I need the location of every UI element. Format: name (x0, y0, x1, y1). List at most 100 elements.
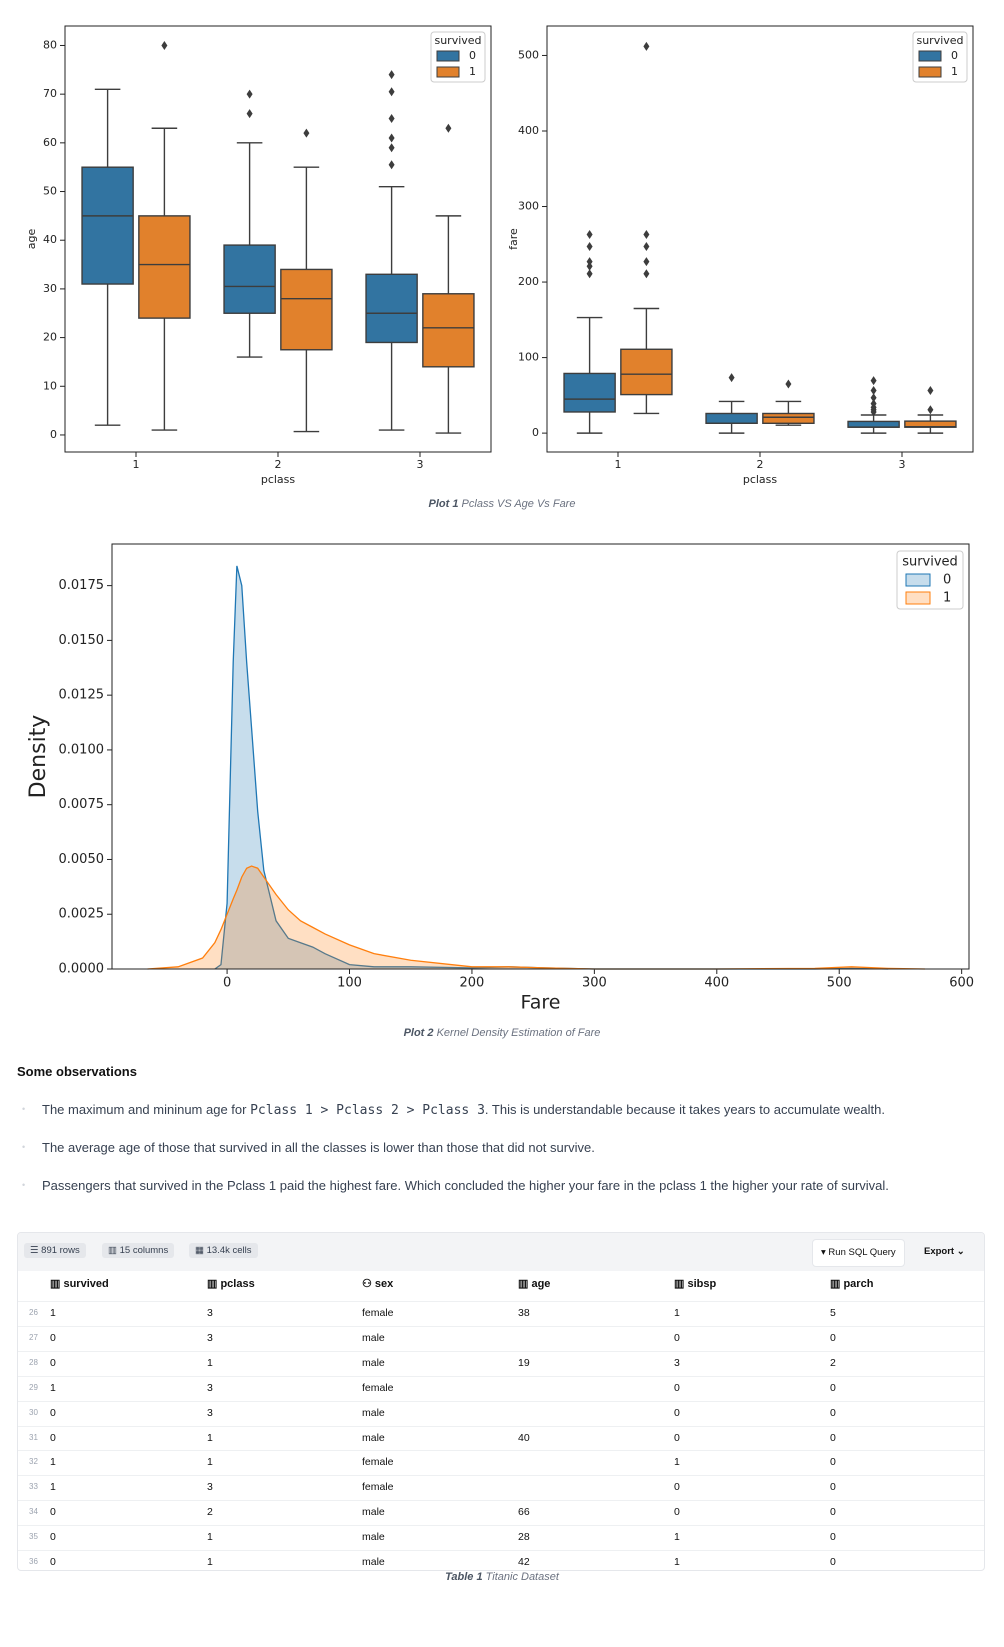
y-tick-label: 0.0025 (59, 907, 105, 922)
legend-label: 0 (469, 49, 476, 62)
cells-count: 13.4k cells (206, 1245, 252, 1256)
row-index: 30 (29, 1407, 38, 1417)
cell: 66 (518, 1506, 530, 1519)
row-index: 36 (29, 1557, 38, 1566)
legend-swatch (436, 50, 460, 62)
legend-label: 0 (943, 573, 951, 588)
cell: 0 (830, 1481, 836, 1494)
cell: 0 (830, 1381, 836, 1394)
outlier (870, 376, 877, 386)
x-axis-label: Fare (521, 992, 561, 1014)
cell: 1 (207, 1531, 213, 1544)
label: Export (924, 1246, 955, 1257)
column-header: ⚇ sex (362, 1278, 394, 1290)
outlier (586, 261, 593, 271)
box (620, 348, 673, 396)
cell: 0 (830, 1431, 836, 1444)
text: The average age of those that survived i… (42, 1140, 595, 1155)
density-area (147, 866, 925, 969)
cell: female (362, 1456, 394, 1469)
cell: 0 (830, 1406, 836, 1419)
cell: 0 (674, 1481, 680, 1494)
cell: 3 (207, 1481, 213, 1494)
cell: 1 (674, 1456, 680, 1469)
cell: 1 (674, 1531, 680, 1544)
box (81, 166, 134, 285)
x-tick-label: 400 (704, 976, 729, 991)
box (138, 215, 191, 319)
row-divider (18, 1375, 984, 1377)
rows-chip: ☰ 891 rows (24, 1243, 86, 1258)
legend-title: survived (434, 34, 481, 47)
text: Passengers that survived in the Pclass 1… (42, 1178, 889, 1193)
box (422, 293, 475, 368)
outlier (586, 269, 593, 279)
y-tick-label: 0.0050 (59, 852, 105, 867)
cell: 0 (50, 1406, 56, 1419)
x-tick-label: 500 (827, 976, 852, 991)
density-area (214, 565, 889, 969)
caption-text: Titanic Dataset (485, 1571, 559, 1583)
cell: 0 (50, 1331, 56, 1344)
cell: 1 (207, 1356, 213, 1369)
cell: 40 (518, 1431, 530, 1444)
row-divider (18, 1525, 984, 1527)
cell: 1 (50, 1381, 56, 1394)
y-tick-label: 20 (43, 331, 57, 344)
column-name: survived (63, 1278, 109, 1290)
cell: 0 (50, 1431, 56, 1444)
legend-swatch (918, 50, 942, 62)
cell: 1 (207, 1456, 213, 1469)
cell: 0 (50, 1506, 56, 1519)
cell: female (362, 1481, 394, 1494)
row-index: 35 (29, 1532, 38, 1542)
outlier (586, 242, 593, 252)
y-tick-label: 100 (518, 351, 539, 364)
cell: male (362, 1356, 385, 1369)
box (847, 420, 900, 428)
cell: male (362, 1531, 385, 1544)
outlier (927, 385, 934, 395)
x-tick-label: 3 (899, 458, 906, 471)
cell: 5 (830, 1307, 836, 1319)
bullet: The average age of those that survived i… (22, 1140, 595, 1155)
row-divider (18, 1550, 984, 1551)
outlier (388, 114, 395, 124)
y-tick-label: 0.0100 (59, 742, 105, 757)
run-sql-button[interactable]: ▾ Run SQL Query (812, 1239, 905, 1267)
x-tick-label: 2 (275, 458, 282, 471)
cell: 1 (50, 1481, 56, 1494)
plot-frame (546, 25, 974, 453)
columns-chip: ▥ 15 columns (102, 1243, 175, 1258)
outlier (586, 257, 593, 267)
row-divider (18, 1500, 984, 1502)
row-divider (18, 1325, 984, 1327)
outlier (246, 89, 253, 99)
y-tick-label: 0.0125 (59, 688, 105, 703)
cell: 0 (830, 1531, 836, 1544)
caption-label: Table 1 (445, 1571, 483, 1583)
bullet: The maximum and mininum age for Pclass 1… (22, 1102, 885, 1118)
y-tick-label: 60 (43, 136, 57, 149)
cell: 1 (50, 1307, 56, 1319)
row-divider (18, 1475, 984, 1477)
cell: 3 (674, 1356, 680, 1369)
column-header: ▥ age (518, 1278, 551, 1290)
label: Run SQL Query (828, 1247, 896, 1258)
text: . This is understandable because it take… (484, 1102, 885, 1117)
cell: male (362, 1406, 385, 1419)
column-name: pclass (220, 1278, 255, 1290)
columns-count: 15 columns (119, 1245, 169, 1256)
outlier (388, 160, 395, 170)
caption-text: Kernel Density Estimation of Fare (436, 1027, 601, 1039)
outlier (246, 109, 253, 119)
cell: 3 (207, 1331, 213, 1344)
cell: female (362, 1381, 394, 1394)
y-tick-label: 300 (518, 200, 539, 213)
export-button[interactable]: Export ⌄ (924, 1246, 965, 1257)
outlier (586, 229, 593, 239)
x-tick-label: 0 (223, 976, 231, 991)
box (280, 268, 333, 351)
row-divider (18, 1301, 984, 1302)
y-tick-label: 70 (43, 87, 57, 100)
